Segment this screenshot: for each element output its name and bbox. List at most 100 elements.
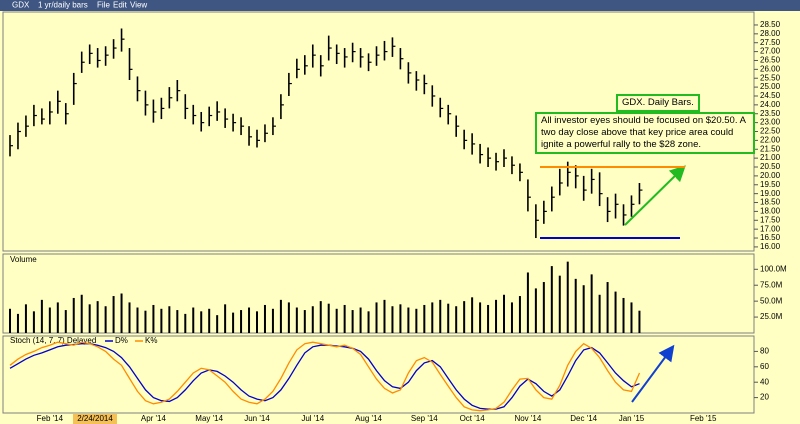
legend-label: K%: [145, 336, 157, 345]
y-tick-label: 26.00: [760, 64, 781, 73]
y-tick-label: 23.00: [760, 118, 781, 127]
volume-bar: [479, 302, 482, 333]
volume-bar: [407, 307, 410, 333]
volume-bar: [160, 308, 163, 333]
volume-bar: [96, 301, 99, 333]
volume-bar: [184, 313, 187, 333]
volume-bar: [16, 313, 19, 333]
volume-bar: [216, 315, 219, 333]
y-tick-label: 22.00: [760, 135, 781, 144]
cursor-label: 2/24/2014: [77, 414, 113, 423]
volume-bar: [287, 302, 290, 333]
y-tick-label: 17.50: [760, 215, 781, 224]
volume-bar: [48, 307, 51, 333]
volume-bar: [455, 306, 458, 333]
x-tick-label: Oct '14: [460, 414, 486, 423]
volume-bar: [279, 299, 282, 333]
volume-bar: [88, 304, 91, 333]
volume-bar: [240, 310, 243, 333]
y-tick-label: 20.00: [760, 171, 781, 180]
x-tick-label: May '14: [195, 414, 223, 423]
volume-bar: [439, 299, 442, 333]
volume-bar: [463, 301, 466, 333]
volume-bar: [566, 261, 569, 333]
x-tick-label: Dec '14: [570, 414, 597, 423]
menu-edit[interactable]: Edit: [113, 1, 128, 10]
menu-file[interactable]: File: [97, 1, 110, 10]
volume-bar: [104, 306, 107, 333]
volume-bar: [510, 302, 513, 333]
volume-bar: [295, 307, 298, 333]
volume-bar: [136, 307, 139, 333]
y-tick-label: 27.50: [760, 38, 781, 47]
volume-bar: [24, 304, 27, 333]
menu-view[interactable]: View: [130, 1, 147, 10]
symbol[interactable]: GDX: [12, 1, 30, 10]
volume-bar: [495, 299, 498, 333]
volume-bar: [256, 311, 258, 333]
y-tick-label: 23.50: [760, 109, 781, 118]
volume-bar: [574, 278, 577, 333]
x-tick-label: Nov '14: [514, 414, 541, 423]
volume-bar: [343, 304, 346, 333]
y-tick-label: 19.50: [760, 180, 781, 189]
y-tick-label: 21.00: [760, 153, 781, 162]
volume-bar: [144, 310, 147, 333]
y-tick-label: 16.50: [760, 233, 781, 242]
volume-bar: [487, 304, 490, 333]
volume-bar: [598, 294, 601, 333]
volume-bar: [192, 307, 195, 333]
volume-bar: [622, 297, 625, 333]
green-arrow: [624, 165, 686, 226]
y-tick-label: 16.00: [760, 242, 781, 251]
stoch-line: [9, 343, 640, 410]
volume-bar: [168, 306, 171, 333]
toolbar: [0, 0, 800, 11]
volume-bar: [550, 266, 553, 333]
volume-bar: [40, 299, 43, 333]
y-tick-label: 28.50: [760, 20, 781, 29]
volume-bar: [32, 311, 35, 333]
y-tick-label: 24.00: [760, 100, 781, 109]
volume-bar: [80, 294, 83, 333]
volume-bar: [534, 288, 537, 333]
stoch-panel: [2, 335, 755, 414]
y-tick-label: 18.00: [760, 207, 781, 216]
x-tick-label: Aug '14: [355, 414, 382, 423]
volume-bar: [311, 306, 314, 333]
y-tick-label: 22.50: [760, 127, 781, 136]
y-tick-label: 28.00: [760, 29, 781, 38]
volume-bar: [447, 303, 450, 333]
volume-bar: [367, 311, 370, 333]
volume-bar: [383, 299, 386, 333]
volume-panel: [2, 253, 755, 334]
volume-bar: [327, 303, 330, 333]
volume-bar: [359, 307, 362, 333]
volume-bar: [590, 274, 593, 333]
volume-bar: [56, 302, 59, 333]
y-tick-label: 50.0M: [760, 296, 783, 305]
volume-bar: [72, 297, 75, 333]
y-tick-label: 19.00: [760, 189, 781, 198]
y-tick-label: 60: [760, 362, 769, 371]
volume-bar: [399, 304, 402, 333]
volume-bar: [64, 310, 67, 333]
stoch-title: Stoch (14, 7, 7) Delayed: [10, 336, 96, 345]
y-tick-label: 24.50: [760, 91, 781, 100]
x-tick-label: Apr '14: [141, 414, 167, 423]
volume-bar: [518, 296, 521, 333]
y-tick-label: 26.50: [760, 56, 781, 65]
volume-bar: [375, 302, 378, 333]
volume-bar: [224, 304, 227, 333]
x-tick-label: Sep '14: [411, 414, 438, 423]
volume-bar: [542, 282, 545, 333]
y-tick-label: 80: [760, 347, 769, 356]
period[interactable]: 1 yr/daily bars: [38, 1, 88, 10]
x-tick-label: Jun '14: [244, 414, 270, 423]
stoch-line: [9, 341, 641, 412]
volume-bar: [248, 307, 251, 333]
y-tick-label: 20: [760, 393, 769, 402]
y-tick-label: 75.0M: [760, 280, 783, 289]
volume-bar: [271, 308, 274, 333]
